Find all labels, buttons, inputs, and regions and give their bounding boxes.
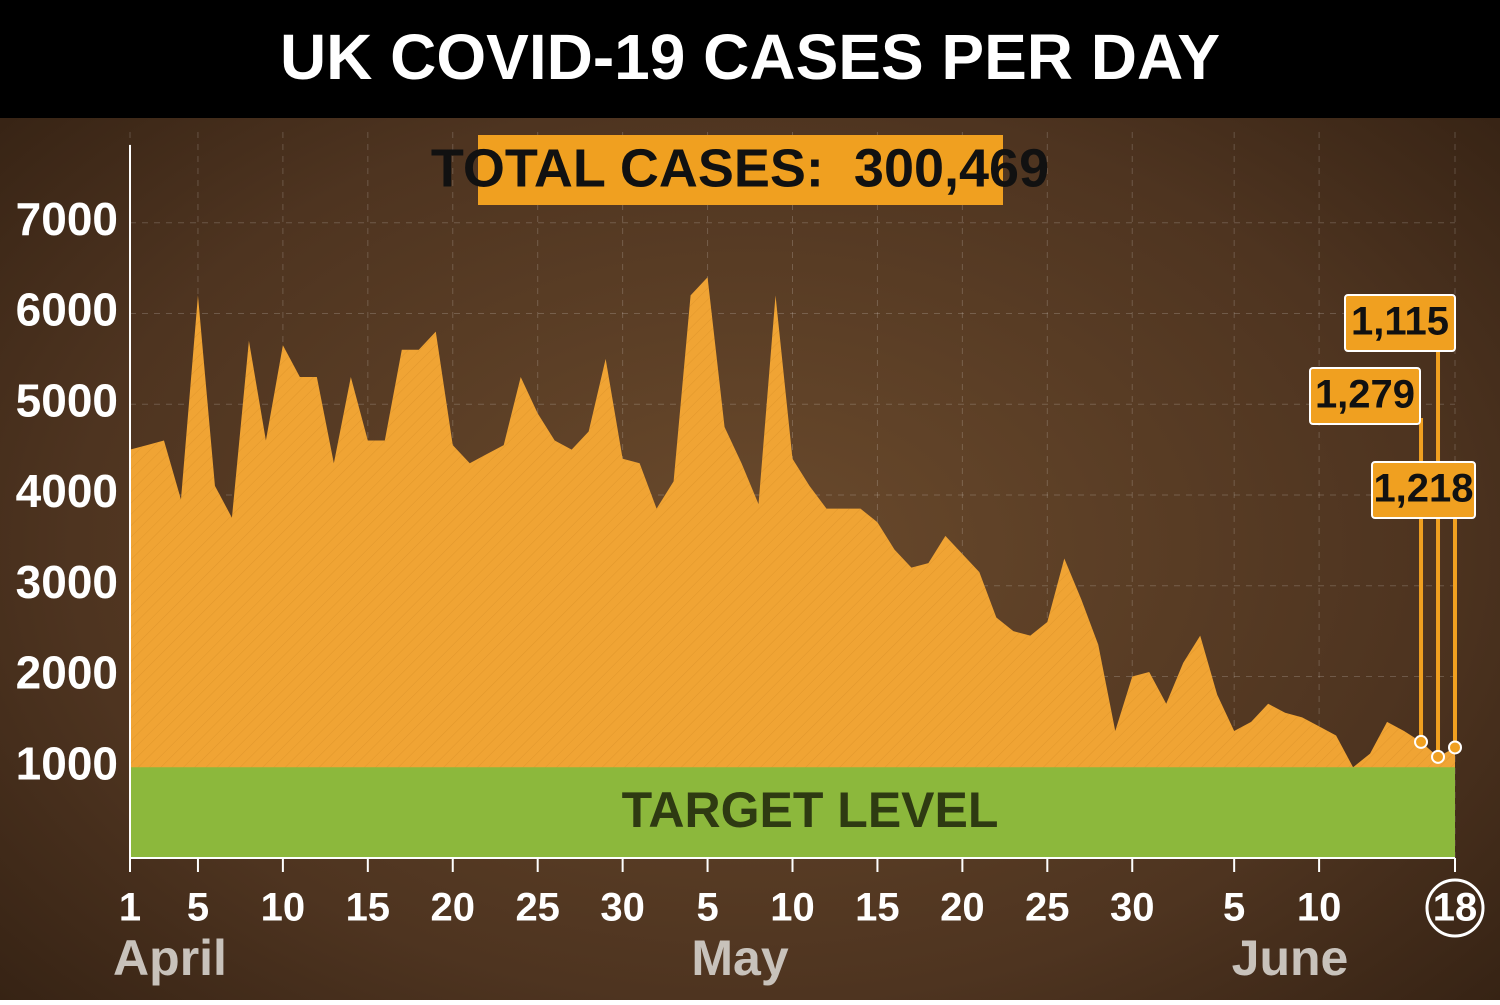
data-label: 1,279 xyxy=(1315,373,1415,417)
y-tick-label: 7000 xyxy=(16,193,118,245)
y-tick-label: 2000 xyxy=(16,647,118,699)
data-point xyxy=(1414,734,1429,749)
title-bar xyxy=(0,0,1500,118)
chart-title: UK COVID-19 CASES PER DAY xyxy=(280,21,1220,93)
data-point xyxy=(1448,740,1462,755)
x-tick-label: 18 xyxy=(1433,886,1478,930)
x-tick-label: 5 xyxy=(187,886,209,930)
x-tick-label: 25 xyxy=(515,886,560,930)
x-tick-label: 10 xyxy=(261,886,306,930)
callout-box xyxy=(1309,367,1421,425)
y-tick-label: 1000 xyxy=(16,737,118,789)
y-tick-label: 5000 xyxy=(16,374,118,426)
y-tick-label: 4000 xyxy=(16,465,118,517)
target-label: TARGET LEVEL xyxy=(622,782,999,838)
callout-box xyxy=(1371,461,1476,519)
y-tick-label: 3000 xyxy=(16,556,118,608)
x-tick-label: 10 xyxy=(770,886,815,930)
x-tick-label: 10 xyxy=(1297,886,1342,930)
month-label: May xyxy=(691,930,788,986)
callout-box xyxy=(1344,294,1456,352)
x-tick-label: 25 xyxy=(1025,886,1070,930)
data-label: 1,218 xyxy=(1373,467,1473,511)
x-tick-ring xyxy=(1425,878,1485,938)
x-tick-label: 20 xyxy=(940,886,985,930)
x-tick-label: 15 xyxy=(855,886,900,930)
total-box xyxy=(478,135,1003,205)
x-tick-label: 30 xyxy=(1110,886,1155,930)
data-label: 1,115 xyxy=(1351,300,1449,344)
total-label: TOTAL CASES: 300,469 xyxy=(431,138,1049,198)
y-tick-label: 6000 xyxy=(16,284,118,336)
x-tick-label: 5 xyxy=(696,886,718,930)
area-hatch xyxy=(130,277,1455,858)
x-tick-label: 30 xyxy=(600,886,645,930)
x-tick-label: 5 xyxy=(1223,886,1245,930)
target-band xyxy=(130,767,1455,858)
data-point xyxy=(1431,749,1446,764)
x-tick-label: 1 xyxy=(119,886,141,930)
x-tick-label: 15 xyxy=(346,886,391,930)
month-label: April xyxy=(113,930,227,986)
month-label: June xyxy=(1232,930,1349,986)
x-tick-label: 20 xyxy=(431,886,476,930)
